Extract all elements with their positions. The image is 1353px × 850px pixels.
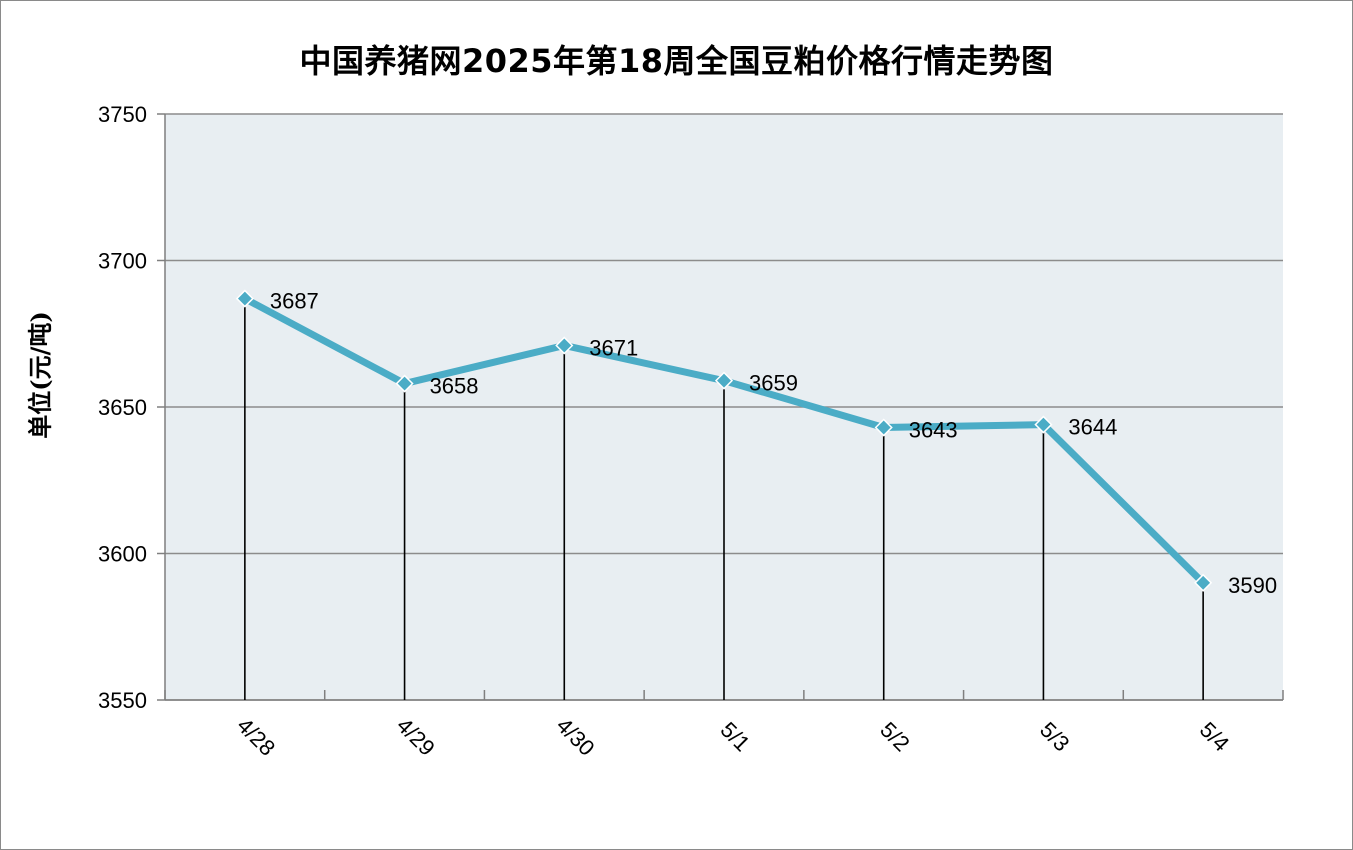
data-point-marker — [1034, 415, 1053, 434]
x-tick-label: 4/28 — [232, 713, 280, 761]
data-point-marker — [714, 371, 734, 390]
data-point-marker — [1194, 573, 1213, 592]
y-tick-label: 3550 — [98, 688, 147, 713]
chart-title: 中国养猪网2025年第18周全国豆粕价格行情走势图 — [299, 42, 1054, 80]
data-point-marker — [555, 336, 574, 355]
x-tick-label: 5/1 — [716, 717, 755, 756]
data-point-marker — [235, 289, 254, 308]
data-label: 3643 — [909, 418, 958, 443]
y-tick-label: 3600 — [98, 542, 147, 567]
data-label: 3687 — [270, 289, 319, 314]
data-point-marker — [395, 374, 414, 393]
y-tick-label: 3650 — [98, 395, 147, 420]
y-tick-label: 3700 — [98, 249, 147, 274]
x-tick-label: 5/3 — [1035, 717, 1074, 756]
y-tick-label: 3750 — [98, 102, 147, 127]
x-tick-label: 4/29 — [392, 713, 440, 761]
x-tick-label: 4/30 — [552, 713, 600, 761]
x-tick-label: 5/4 — [1195, 717, 1234, 756]
data-label: 3671 — [589, 335, 638, 360]
data-label: 3644 — [1068, 415, 1117, 440]
data-point-marker — [874, 418, 893, 437]
data-label: 3659 — [749, 371, 798, 396]
x-tick-label: 5/2 — [875, 717, 914, 756]
data-label: 3590 — [1228, 573, 1277, 598]
data-label: 3658 — [430, 374, 479, 399]
